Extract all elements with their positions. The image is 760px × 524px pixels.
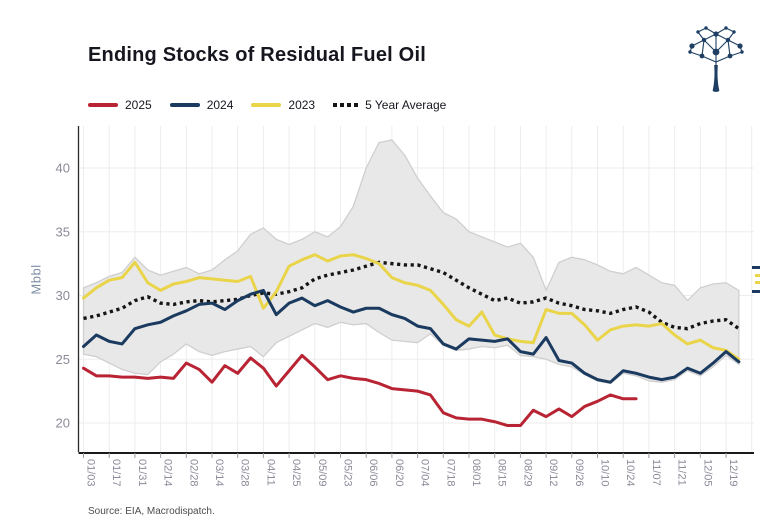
legend-label: 5 Year Average	[365, 98, 447, 112]
y-tick-label: 25	[56, 352, 70, 367]
legend-item-2023[interactable]: 2023	[251, 98, 315, 112]
line-2023	[82, 253, 741, 361]
x-tick-label: 02/14	[162, 459, 174, 487]
legend-label: 2025	[125, 98, 152, 112]
page-title: Ending Stocks of Residual Fuel Oil	[88, 44, 426, 66]
legend-item-2025[interactable]: 2025	[88, 98, 152, 112]
y-tick-label: 40	[56, 161, 70, 176]
x-tick-label: 03/28	[239, 459, 251, 487]
macrodispatch-tree-logo-icon	[678, 18, 754, 98]
y-tick-label: 20	[56, 416, 70, 431]
legend-line-swatch	[169, 103, 200, 107]
line-2025	[82, 353, 638, 428]
x-tick-label: 10/10	[599, 459, 611, 487]
x-tick-label: 01/31	[136, 459, 148, 487]
x-tick-label: 04/25	[290, 459, 302, 487]
x-tick-label: 12/05	[701, 459, 713, 487]
x-tick-label: 02/28	[187, 459, 199, 487]
x-tick-label: 07/18	[444, 459, 456, 487]
legend-line-swatch	[88, 103, 118, 107]
legend-item-2024[interactable]: 2024	[169, 98, 234, 112]
x-tick-label: 10/24	[624, 459, 636, 487]
x-tick-label: 01/03	[85, 459, 97, 487]
x-tick-label: 09/12	[547, 459, 559, 487]
x-tick-label: 08/01	[470, 459, 482, 487]
x-tick-label: 12/19	[727, 459, 739, 487]
x-tick-label: 06/06	[367, 459, 379, 487]
x-tick-label: 07/04	[419, 459, 431, 487]
x-tick-label: 06/20	[393, 459, 405, 487]
y-tick-label: 30	[56, 288, 70, 303]
x-tick-label: 11/21	[676, 459, 688, 486]
legend-item-5-year-average[interactable]: 5 Year Average	[333, 98, 446, 112]
y-tick-label: 35	[56, 224, 70, 239]
x-tick-label: 11/07	[650, 459, 662, 486]
x-tick-label: 04/11	[264, 459, 276, 486]
x-tick-label: 08/29	[521, 459, 533, 487]
line-2024	[82, 288, 741, 384]
x-tick-label: 01/17	[110, 459, 122, 487]
five-year-range-band	[82, 139, 740, 385]
legend-dotted-swatch	[333, 103, 359, 107]
x-tick-label: 08/15	[496, 459, 508, 487]
chart-legend: 2025 2024 2023 5 Year Average	[88, 98, 446, 112]
source-note: Source: EIA, Macrodispatch.	[88, 506, 215, 517]
legend-label: 2024	[206, 98, 234, 112]
x-tick-label: 09/26	[573, 459, 585, 487]
logo-graphic	[688, 26, 744, 92]
x-tick-label: 05/23	[342, 459, 354, 487]
line-5-year-average	[83, 260, 740, 331]
x-tick-label: 03/14	[213, 459, 225, 487]
legend-label: 2023	[288, 98, 316, 112]
x-tick-label: 05/09	[316, 459, 328, 487]
legend-line-swatch	[251, 103, 282, 107]
